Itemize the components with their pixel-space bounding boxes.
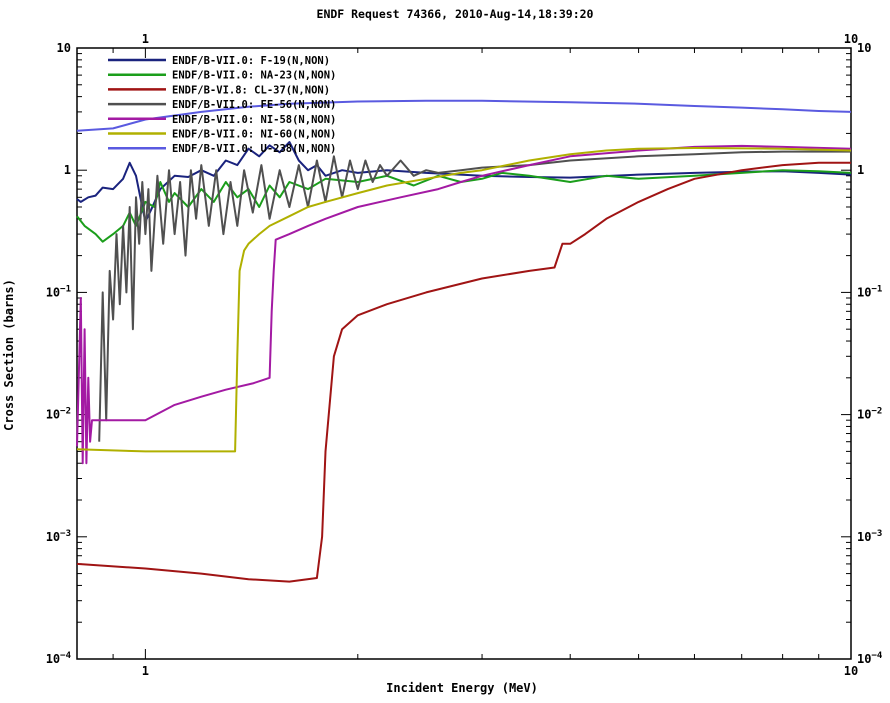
series-lines [76,99,852,583]
y-tick-label-right: 10−2 [857,407,882,422]
y-tick-label-base: 10 [857,652,871,666]
y-tick-label-left: 1 [64,163,71,177]
y-tick-label-base: 10 [857,530,871,544]
x-tick-label-top: 10 [844,32,858,46]
y-tick-label-base: 10 [46,408,60,422]
y-tick-label-right: 10−4 [857,651,883,666]
legend-label-6: ENDF/B-VII.0: NI-60(N,NON) [172,129,336,141]
y-tick-label-right: 10 [857,41,871,55]
series-line-7 [76,99,852,132]
y-tick-label-base: 10 [46,285,60,299]
series-line-2 [76,169,852,243]
y-tick-label-base: 10 [57,41,71,55]
series-line-3 [76,161,851,583]
y-tick-label-exponent: −2 [60,407,71,417]
y-tick-label-left: 10−2 [46,407,71,422]
y-tick-label-right: 10−1 [857,284,882,299]
y-tick-label-exponent: −1 [871,284,882,294]
y-tick-label-right: 10−3 [857,529,882,544]
y-tick-label-base: 10 [857,285,871,299]
y-tick-label-base: 1 [857,163,864,177]
plot-frame [76,47,852,660]
y-tick-label-exponent: −4 [60,651,71,661]
legend-label-7: ENDF/B-VII.0: U-238(N,NON) [172,143,336,155]
x-tick-label-bottom: 1 [142,664,149,678]
y-tick-label-left: 10−3 [46,529,71,544]
y-tick-label-exponent: −4 [871,651,882,661]
y-tick-label-base: 10 [857,408,871,422]
y-tick-label-left: 10 [57,41,71,55]
legend: ENDF/B-VII.0: F-19(N,NON) ENDF/B-VII.0: N… [108,55,336,155]
y-tick-label-left: 10−1 [46,284,71,299]
chart-title: ENDF Request 74366, 2010-Aug-14,18:39:20 [317,7,594,21]
y-tick-label-exponent: −3 [871,529,882,539]
y-tick-label-exponent: −2 [871,407,882,417]
axis-ticks: 10 101 110−1 10−110−2 10−210−3 10−310−4 10−411… [46,32,883,678]
legend-label-3: ENDF/B-VI.8: CL-37(N,NON) [172,84,330,96]
legend-label-4: ENDF/B-VII.0: FE-56(N,NON) [172,99,336,111]
legend-label-1: ENDF/B-VII.0: F-19(N,NON) [172,55,330,67]
y-tick-label-base: 1 [64,163,71,177]
series-line-6 [76,147,852,453]
legend-label-2: ENDF/B-VII.0: NA-23(N,NON) [172,70,336,82]
series-line-4 [98,150,851,442]
y-axis-title: Cross Section (barns) [2,279,16,431]
legend-label-5: ENDF/B-VII.0: NI-58(N,NON) [172,114,336,126]
x-tick-label-bottom: 10 [844,664,858,678]
x-tick-label-top: 1 [142,32,149,46]
y-tick-label-base: 10 [46,530,60,544]
y-tick-label-base: 10 [46,652,60,666]
series-line-5 [76,144,852,465]
y-tick-label-left: 10−4 [46,651,72,666]
y-tick-label-exponent: −1 [60,284,71,294]
y-tick-label-base: 10 [857,41,871,55]
y-tick-label-exponent: −3 [60,529,71,539]
x-axis-title: Incident Energy (MeV) [386,681,538,695]
y-tick-label-right: 1 [857,163,864,177]
